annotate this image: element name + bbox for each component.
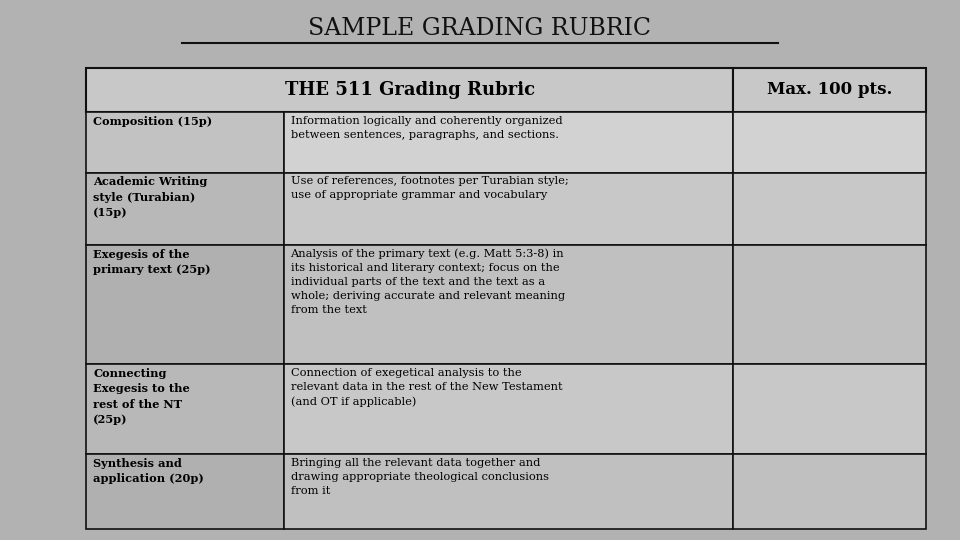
Bar: [284, 173, 733, 245]
Bar: [86, 173, 284, 245]
Bar: [86, 112, 284, 173]
Bar: [86, 245, 284, 364]
Bar: [284, 245, 733, 364]
Text: Connecting
Exegesis to the
rest of the NT
(25p): Connecting Exegesis to the rest of the N…: [93, 368, 190, 426]
Bar: [284, 454, 733, 529]
Bar: [284, 112, 733, 173]
Bar: [733, 454, 926, 529]
Bar: [86, 68, 733, 112]
Text: Max. 100 pts.: Max. 100 pts.: [767, 81, 893, 98]
Text: Information logically and coherently organized
between sentences, paragraphs, an: Information logically and coherently org…: [291, 116, 563, 139]
Text: Bringing all the relevant data together and
drawing appropriate theological conc: Bringing all the relevant data together …: [291, 457, 548, 496]
Bar: [86, 364, 284, 454]
Text: SAMPLE GRADING RUBRIC: SAMPLE GRADING RUBRIC: [308, 17, 652, 39]
Text: Composition (15p): Composition (15p): [93, 116, 212, 126]
Bar: [733, 364, 926, 454]
Text: Exegesis of the
primary text (25p): Exegesis of the primary text (25p): [93, 249, 211, 275]
Text: Use of references, footnotes per Turabian style;
use of appropriate grammar and : Use of references, footnotes per Turabia…: [291, 177, 568, 200]
Text: Synthesis and
application (20p): Synthesis and application (20p): [93, 457, 204, 484]
Bar: [733, 173, 926, 245]
Bar: [733, 245, 926, 364]
Text: THE 511 Grading Rubric: THE 511 Grading Rubric: [285, 80, 535, 99]
Text: Academic Writing
style (Turabian)
(15p): Academic Writing style (Turabian) (15p): [93, 177, 207, 219]
Bar: [733, 112, 926, 173]
Text: Connection of exegetical analysis to the
relevant data in the rest of the New Te: Connection of exegetical analysis to the…: [291, 368, 563, 407]
Bar: [86, 454, 284, 529]
Bar: [284, 364, 733, 454]
Text: Analysis of the primary text (e.g. Matt 5:3-8) in
its historical and literary co: Analysis of the primary text (e.g. Matt …: [291, 249, 564, 315]
Bar: [733, 68, 926, 112]
